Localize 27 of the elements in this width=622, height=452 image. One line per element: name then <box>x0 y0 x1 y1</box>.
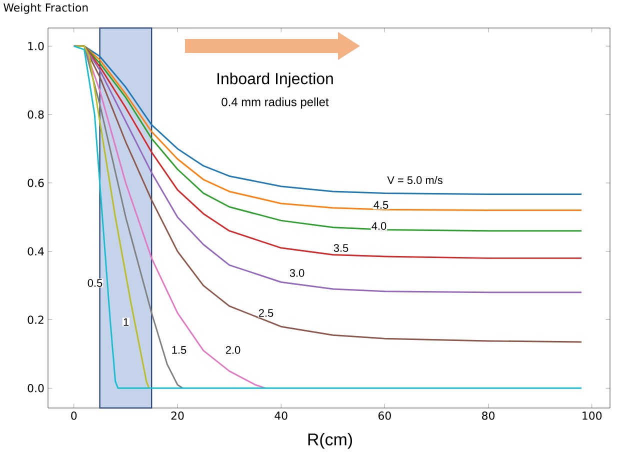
annotation: 0.4 mm radius pellet <box>222 97 329 109</box>
y-axis-title: Weight Fraction <box>4 3 88 14</box>
annotation: 4.5 <box>374 201 388 209</box>
annotation: 3.0 <box>290 269 304 277</box>
annotation: Inboard Injection <box>218 72 333 88</box>
line-series <box>73 45 150 389</box>
x-tick-label: 60 <box>378 412 391 420</box>
annotation: 2.5 <box>258 309 274 317</box>
y-tick-label: 0.2 <box>28 316 44 324</box>
y-tick-label: 0.0 <box>28 384 44 392</box>
annotation: 1 <box>124 318 129 326</box>
annotation: V = 5.0 m/s <box>387 176 442 184</box>
x-tick-label: 40 <box>274 412 288 420</box>
annotation: 3.5 <box>334 244 348 252</box>
x-tick-label: 20 <box>171 412 184 420</box>
annotation: 0.5 <box>88 279 102 287</box>
annotation: 4.0 <box>372 222 386 230</box>
y-tick-label: 0.8 <box>28 110 44 119</box>
x-tick-label: 80 <box>482 412 495 420</box>
x-tick-label: 100 <box>582 412 602 420</box>
y-tick-label: 1.0 <box>28 42 44 50</box>
x-tick-label: 0 <box>71 412 77 420</box>
y-tick-label: 0.4 <box>28 247 44 256</box>
annotation: 1.5 <box>172 346 186 354</box>
x-axis-title: R(cm) <box>308 433 352 449</box>
annotation: 2.0 <box>226 346 240 354</box>
y-tick-label: 0.6 <box>28 178 44 188</box>
